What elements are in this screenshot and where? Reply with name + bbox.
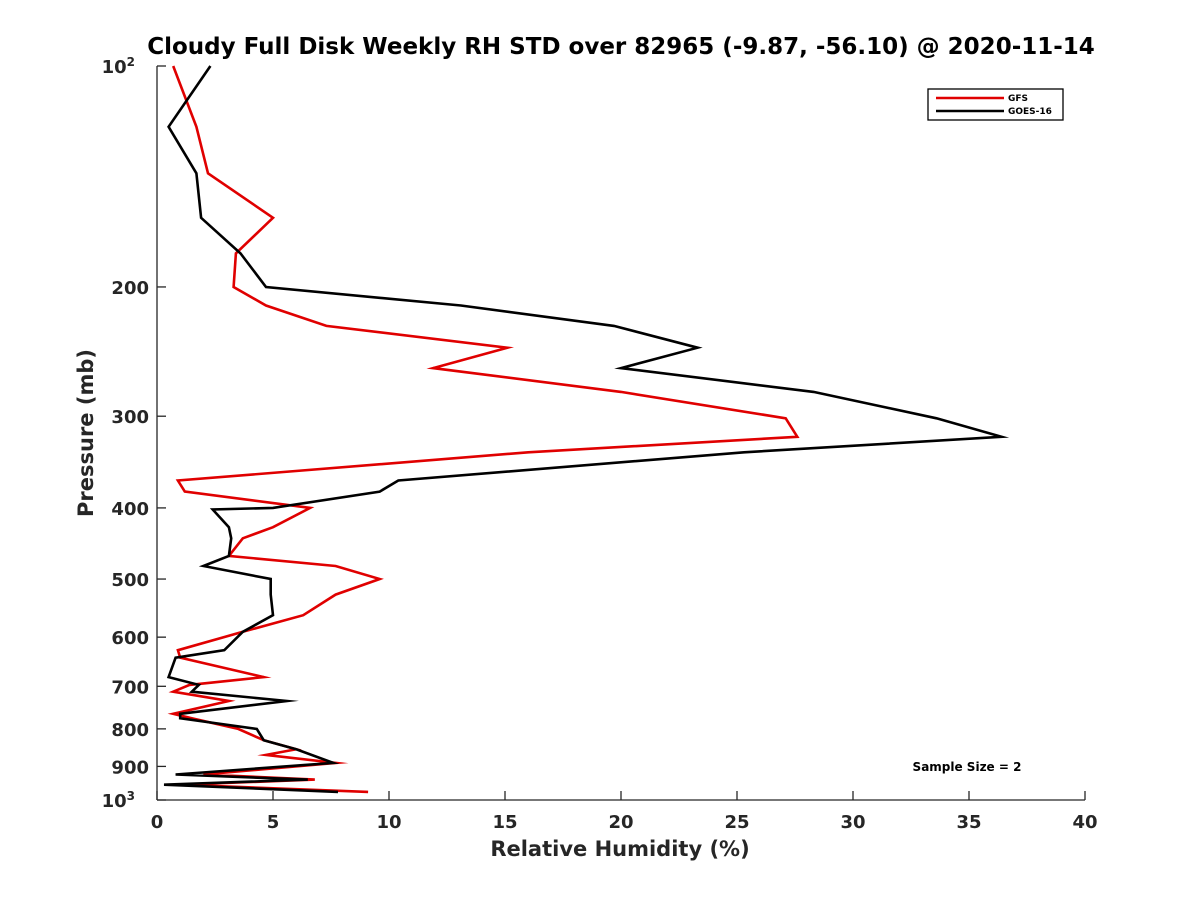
x-tick-label: 10: [376, 812, 401, 833]
x-tick-label: 5: [267, 812, 280, 833]
x-tick-label: 35: [956, 812, 981, 833]
y-tick-label: 400: [111, 499, 149, 520]
y-tick-label: 300: [111, 407, 149, 428]
x-tick-label: 25: [724, 812, 749, 833]
legend-box: [927, 88, 1064, 121]
y-tick-label: 500: [111, 570, 149, 591]
x-tick-label: 0: [151, 812, 164, 833]
axes: 0 5 10 15 20 25 30 35 40102200300400500600700800…: [102, 55, 1098, 833]
legend-label-goes-16: GOES-16: [1008, 107, 1052, 117]
sample-size-annotation: Sample Size = 2: [913, 760, 1022, 774]
y-tick-label: 700: [111, 677, 149, 698]
chart-title: Cloudy Full Disk Weekly RH STD over 8296…: [147, 34, 1095, 60]
series-line-goes-16: [163, 65, 1010, 794]
y-tick-label: 200: [111, 278, 149, 299]
y-axis-label: Pressure (mb): [74, 349, 98, 517]
y-tick-label: 900: [111, 757, 149, 778]
x-axis-label: Relative Humidity (%): [490, 837, 749, 861]
legend: GFS GOES-16: [927, 88, 1064, 121]
legend-label-gfs: GFS: [1008, 94, 1028, 104]
y-tick-label: 800: [111, 720, 149, 741]
y-tick-label: 600: [111, 628, 149, 649]
x-tick-label: 30: [840, 812, 865, 833]
x-tick-label: 40: [1072, 812, 1097, 833]
x-tick-label: 15: [492, 812, 517, 833]
plot-area: [163, 65, 1010, 794]
x-tick-label: 20: [608, 812, 633, 833]
